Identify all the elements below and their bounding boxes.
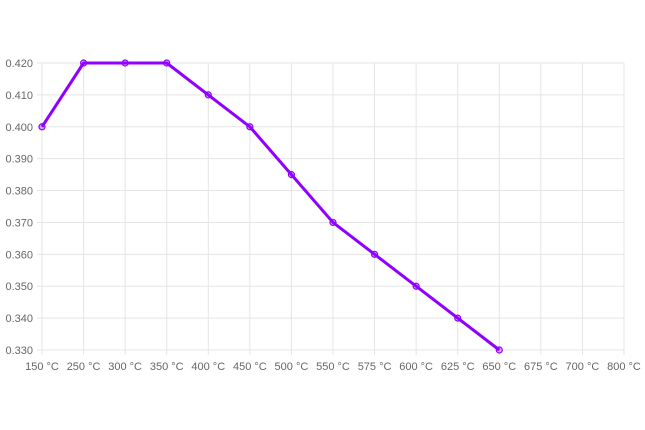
grid [37, 62, 625, 355]
data-point[interactable] [121, 59, 129, 67]
x-tick-label: 800 °C [607, 361, 641, 373]
data-point[interactable] [163, 59, 171, 67]
series [38, 59, 503, 354]
x-tick-label: 600 °C [399, 361, 433, 373]
x-tick-label: 700 °C [566, 361, 600, 373]
y-tick-label: 0.380 [5, 186, 33, 198]
y-tick-label: 0.420 [5, 58, 33, 70]
y-axis: 0.330 0.340 0.350 0.360 0.370 0.380 0.390 0.400… [5, 58, 33, 357]
x-tick-label: 450 °C [233, 361, 267, 373]
x-tick-label: 150 °C [25, 361, 59, 373]
y-tick-label: 0.370 [5, 217, 33, 229]
x-tick-label: 625 °C [441, 361, 475, 373]
data-point[interactable] [246, 123, 254, 131]
x-tick-label: 650 °C [482, 361, 516, 373]
data-point[interactable] [204, 91, 212, 99]
x-tick-label: 550 °C [316, 361, 350, 373]
y-tick-label: 0.340 [5, 313, 33, 325]
y-tick-label: 0.400 [5, 122, 33, 134]
data-point[interactable] [412, 282, 420, 290]
x-tick-label: 500 °C [275, 361, 309, 373]
data-point[interactable] [495, 346, 503, 354]
y-tick-label: 0.360 [5, 249, 33, 261]
y-tick-label: 0.350 [5, 281, 33, 293]
data-point[interactable] [287, 171, 296, 179]
x-tick-label: 350 °C [150, 361, 184, 373]
y-tick-label: 0.410 [5, 90, 33, 102]
x-tick-label: 300 °C [108, 361, 142, 373]
series-line [40, 61, 501, 352]
x-axis: 150 °C 250 °C 300 °C 350 °C 400 °C 450 °C 500 … [25, 361, 641, 373]
x-tick-label: 250 °C [67, 361, 101, 373]
data-point[interactable] [38, 123, 46, 131]
y-tick-label: 0.330 [5, 345, 33, 357]
data-point[interactable] [329, 218, 337, 227]
y-tick-label: 0.390 [5, 154, 33, 166]
x-tick-label: 400 °C [191, 361, 225, 373]
x-tick-label: 675 °C [524, 361, 558, 373]
x-tick-label: 575 °C [358, 361, 392, 373]
data-point[interactable] [79, 59, 88, 67]
data-point[interactable] [370, 250, 379, 258]
data-point[interactable] [454, 314, 462, 322]
